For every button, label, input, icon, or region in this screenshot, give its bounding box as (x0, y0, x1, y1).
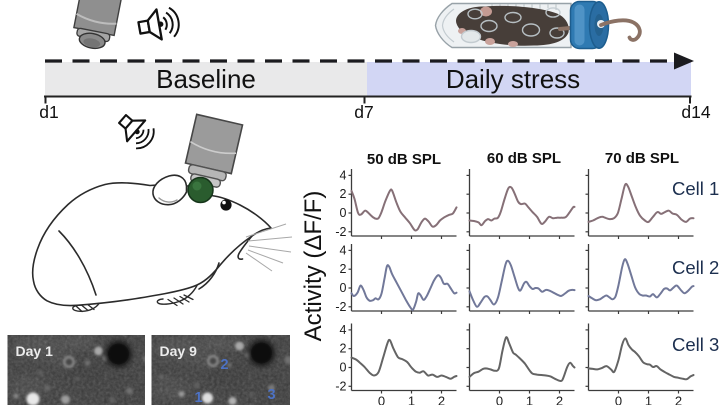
svg-text:1: 1 (645, 394, 652, 405)
svg-text:Day 9: Day 9 (160, 343, 198, 359)
svg-text:3: 3 (268, 387, 276, 403)
svg-text:0: 0 (378, 394, 385, 405)
svg-text:Daily stress: Daily stress (446, 64, 580, 94)
svg-text:2: 2 (675, 394, 682, 405)
svg-text:2: 2 (340, 187, 347, 201)
svg-text:70 dB SPL: 70 dB SPL (605, 150, 679, 167)
svg-text:0: 0 (496, 394, 503, 405)
svg-text:d7: d7 (354, 102, 373, 122)
svg-text:1: 1 (195, 390, 203, 405)
svg-text:Cell 1: Cell 1 (672, 178, 719, 199)
svg-text:2: 2 (221, 357, 229, 373)
svg-text:-2: -2 (335, 379, 346, 393)
svg-text:1: 1 (526, 394, 533, 405)
svg-text:0: 0 (615, 394, 622, 405)
svg-text:-2: -2 (335, 225, 346, 239)
svg-text:Baseline: Baseline (156, 64, 256, 94)
svg-text:4: 4 (340, 243, 347, 257)
svg-text:-2: -2 (335, 300, 346, 314)
svg-text:0: 0 (340, 361, 347, 375)
svg-text:50 dB SPL: 50 dB SPL (367, 151, 441, 168)
svg-text:1: 1 (408, 394, 415, 405)
svg-text:2: 2 (340, 342, 347, 356)
svg-text:2: 2 (556, 394, 563, 405)
svg-text:Day 1: Day 1 (16, 343, 54, 359)
svg-text:d14: d14 (681, 102, 710, 122)
svg-text:Activity (ΔF/F): Activity (ΔF/F) (300, 191, 327, 342)
svg-text:d1: d1 (39, 102, 58, 122)
svg-text:Cell 2: Cell 2 (672, 257, 719, 278)
svg-text:0: 0 (340, 281, 347, 295)
svg-text:2: 2 (340, 262, 347, 276)
svg-text:Cell 3: Cell 3 (672, 334, 719, 355)
svg-text:4: 4 (340, 323, 347, 337)
svg-text:0: 0 (340, 206, 347, 220)
svg-text:2: 2 (438, 394, 445, 405)
svg-text:60 dB SPL: 60 dB SPL (487, 150, 561, 167)
svg-text:4: 4 (340, 168, 347, 182)
